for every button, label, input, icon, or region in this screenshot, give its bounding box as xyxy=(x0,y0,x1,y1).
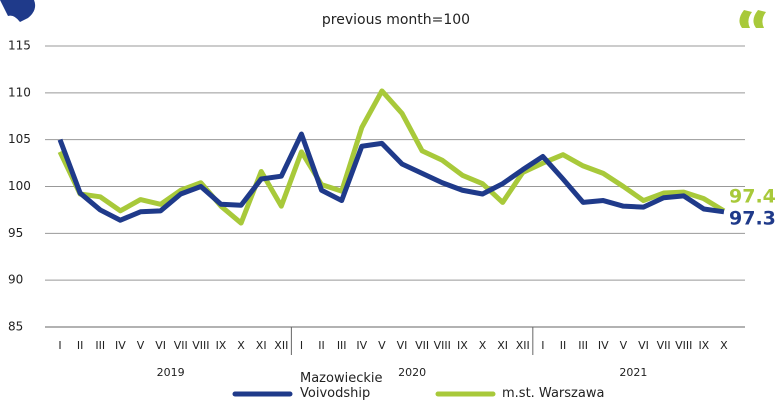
y-tick-label: 100 xyxy=(8,179,31,193)
x-tick-label: III xyxy=(578,339,588,352)
year-label: 2021 xyxy=(619,366,647,379)
x-tick-label: IX xyxy=(457,339,468,352)
x-tick-label: VIII xyxy=(434,339,451,352)
x-tick-label: IX xyxy=(698,339,709,352)
x-tick-label: V xyxy=(137,339,145,352)
end-label: 97.4 xyxy=(729,186,776,208)
chart: previous month=100 859095100105110115III… xyxy=(0,0,776,403)
y-tick-label: 90 xyxy=(8,273,23,287)
x-tick-label: X xyxy=(720,339,728,352)
end-label: 97.3 xyxy=(729,208,776,230)
series-line xyxy=(60,134,724,220)
x-tick-label: XI xyxy=(256,339,267,352)
x-tick-label: XII xyxy=(274,339,288,352)
x-tick-label: VII xyxy=(415,339,429,352)
legend-label: m.st. Warszawa xyxy=(502,386,604,401)
x-tick-label: IV xyxy=(115,339,126,352)
x-tick-label: VII xyxy=(657,339,671,352)
x-tick-label: II xyxy=(560,339,567,352)
x-tick-label: IX xyxy=(216,339,227,352)
legend-label: Mazowieckie Voivodship xyxy=(300,371,400,401)
x-tick-label: X xyxy=(237,339,245,352)
decoration xyxy=(739,10,766,28)
x-tick-label: II xyxy=(318,339,325,352)
chart-title: previous month=100 xyxy=(322,12,470,28)
x-tick-label: VI xyxy=(155,339,166,352)
x-tick-label: XII xyxy=(516,339,530,352)
y-tick-label: 85 xyxy=(8,320,23,334)
x-tick-label: V xyxy=(378,339,386,352)
x-tick-label: VIII xyxy=(675,339,692,352)
year-label: 2019 xyxy=(157,366,185,379)
x-tick-label: IV xyxy=(356,339,367,352)
page: {"chart_data": {"type": "line", "title":… xyxy=(0,0,776,403)
x-tick-label: I xyxy=(541,339,544,352)
x-tick-label: III xyxy=(95,339,105,352)
x-tick-label: VII xyxy=(174,339,188,352)
x-tick-label: VI xyxy=(638,339,649,352)
y-tick-label: 115 xyxy=(8,39,31,53)
x-tick-label: III xyxy=(337,339,347,352)
x-tick-label: I xyxy=(58,339,61,352)
x-tick-label: VIII xyxy=(192,339,209,352)
y-tick-label: 105 xyxy=(8,132,31,146)
x-tick-label: VI xyxy=(397,339,408,352)
x-tick-label: IV xyxy=(598,339,609,352)
y-tick-label: 110 xyxy=(8,85,31,99)
x-tick-label: X xyxy=(479,339,487,352)
year-label: 2020 xyxy=(398,366,426,379)
y-tick-label: 95 xyxy=(8,226,23,240)
decoration xyxy=(0,0,35,22)
x-tick-label: I xyxy=(300,339,303,352)
x-tick-label: II xyxy=(77,339,84,352)
x-tick-label: XI xyxy=(497,339,508,352)
x-tick-label: V xyxy=(620,339,628,352)
